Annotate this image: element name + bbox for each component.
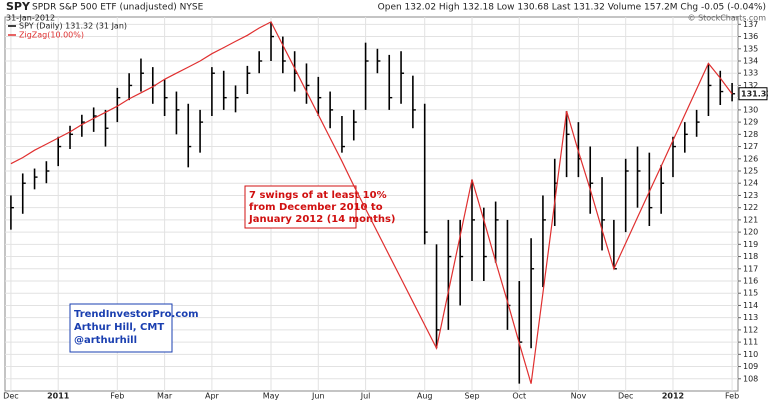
x-tick-label: Apr bbox=[205, 392, 220, 401]
chart-title: SPDR S&P 500 ETF (unadjusted) NYSE bbox=[32, 3, 204, 13]
zigzag-line bbox=[10, 21, 733, 384]
x-tick-label: 2011 bbox=[47, 392, 70, 401]
x-tick-label: Feb bbox=[110, 392, 124, 401]
y-tick-label: 127 bbox=[743, 142, 758, 151]
credit: Arthur Hill, CMT bbox=[74, 322, 164, 333]
x-tick-label: Nov bbox=[571, 392, 587, 401]
last-price-label: 131.32 bbox=[741, 89, 768, 98]
x-tick-label: Aug bbox=[417, 392, 433, 401]
y-tick-label: 115 bbox=[743, 289, 758, 298]
credit: TrendInvestorPro.com bbox=[74, 309, 199, 320]
y-tick-label: 112 bbox=[743, 325, 758, 334]
y-tick-label: 110 bbox=[743, 350, 758, 359]
y-tick-label: 109 bbox=[743, 362, 758, 371]
annotation-box bbox=[244, 185, 357, 229]
y-tick-label: 129 bbox=[743, 118, 758, 127]
credit: @arthurhill bbox=[74, 335, 137, 346]
x-tick-label: Oct bbox=[512, 392, 526, 401]
x-tick-label: Mar bbox=[157, 392, 173, 401]
y-tick-label: 119 bbox=[743, 240, 758, 249]
annotation: 7 swings of at least 10% bbox=[249, 190, 387, 201]
y-tick-label: 116 bbox=[743, 277, 758, 286]
legend-label: SPY (Daily) 131.32 (31 Jan) bbox=[19, 22, 127, 31]
y-tick-label: 128 bbox=[743, 130, 758, 139]
x-tick-label: Jun bbox=[311, 392, 325, 401]
y-tick-label: 113 bbox=[743, 313, 758, 322]
y-tick-label: 111 bbox=[743, 338, 758, 347]
y-tick-label: 123 bbox=[743, 191, 758, 200]
y-tick-label: 134 bbox=[743, 57, 758, 66]
y-tick-label: 121 bbox=[743, 215, 758, 224]
date: 31-Jan-2012 bbox=[6, 14, 55, 23]
y-tick-label: 135 bbox=[743, 44, 758, 53]
quote: Open 132.02 High 132.18 Low 130.68 Last … bbox=[378, 3, 766, 13]
y-tick-label: 117 bbox=[743, 264, 758, 273]
x-tick-label: May bbox=[263, 392, 280, 401]
y-tick-label: 122 bbox=[743, 203, 758, 212]
x-tick-label: Sep bbox=[464, 392, 479, 401]
x-tick-label: Feb bbox=[725, 392, 739, 401]
y-tick-label: 118 bbox=[743, 252, 758, 261]
y-tick-label: 114 bbox=[743, 301, 758, 310]
y-tick-label: 108 bbox=[743, 374, 758, 383]
y-tick-label: 126 bbox=[743, 154, 758, 163]
x-tick-label: Dec bbox=[618, 392, 633, 401]
x-tick-label: Jul bbox=[360, 392, 371, 401]
annotation: January 2012 (14 months) bbox=[248, 214, 396, 225]
last-price-tag bbox=[738, 87, 768, 101]
x-tick-label: Dec bbox=[3, 392, 18, 401]
source: © StockCharts.com bbox=[688, 14, 767, 23]
y-tick-label: 124 bbox=[743, 179, 758, 188]
legend-label: ZigZag(10.00%) bbox=[19, 31, 84, 40]
y-tick-label: 120 bbox=[743, 228, 758, 237]
annotation: from December 2010 to bbox=[249, 202, 383, 213]
y-tick-label: 133 bbox=[743, 69, 758, 78]
credit-box bbox=[69, 303, 173, 353]
y-tick-label: 137 bbox=[743, 20, 758, 29]
y-tick-label: 136 bbox=[743, 32, 758, 41]
y-tick-label: 132 bbox=[743, 81, 758, 90]
x-tick-label: 2012 bbox=[662, 392, 684, 401]
y-tick-label: 130 bbox=[743, 105, 758, 114]
y-tick-label: 125 bbox=[743, 167, 758, 176]
symbol: SPY bbox=[6, 0, 31, 13]
